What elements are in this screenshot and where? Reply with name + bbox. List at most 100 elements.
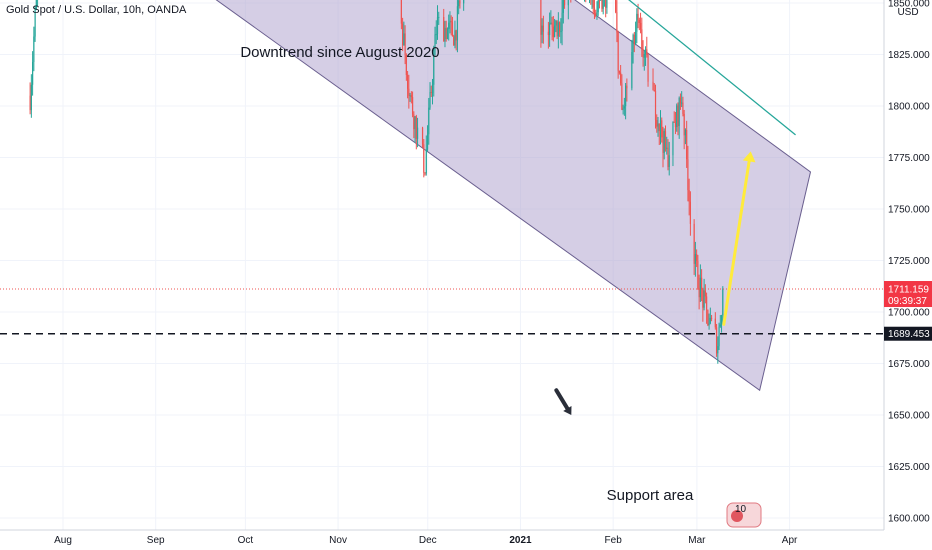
channel-area[interactable] — [63, 0, 812, 392]
candle-down — [585, 0, 587, 3]
candle-body — [551, 22, 553, 27]
candle-down — [558, 21, 561, 37]
price-axis[interactable]: 1600.000 1625.000 1650.000 1675.000 1700.000… — [883, 0, 930, 530]
candle-body — [626, 85, 628, 89]
price-channel[interactable] — [63, 0, 812, 392]
candle-down — [679, 93, 682, 110]
candle-down — [633, 31, 635, 53]
candle-body — [435, 34, 437, 36]
candle-down — [413, 111, 415, 139]
candle-up — [708, 313, 710, 330]
candle-up — [33, 26, 35, 72]
candle-body — [29, 95, 31, 111]
candle-down — [639, 12, 642, 34]
time-axis[interactable]: Aug Sep Oct Nov Dec 2021 Feb Mar Apr — [0, 529, 884, 546]
candle-body — [638, 19, 640, 23]
candle-up — [597, 0, 599, 16]
candle-body — [557, 22, 559, 37]
candle-down — [451, 16, 454, 37]
drawing-lines[interactable] — [0, 0, 884, 415]
candle-up — [561, 0, 563, 46]
downtrend-annotation[interactable]: Downtrend since August 2020 — [240, 44, 439, 61]
candle-down — [707, 309, 709, 327]
time-tick-label: Aug — [54, 535, 72, 546]
candle-up — [659, 110, 662, 145]
price-tick-label: 1625.000 — [888, 462, 930, 473]
support-pointer-arrow-head — [563, 406, 572, 415]
candle-up — [588, 0, 590, 4]
candle-body — [403, 33, 405, 46]
candle-down — [664, 125, 667, 152]
candle-up — [438, 11, 440, 25]
candle-down — [617, 30, 619, 79]
candle-down — [405, 53, 407, 81]
candle-body — [561, 12, 563, 32]
candle-body — [634, 31, 637, 44]
candle-body — [32, 61, 34, 85]
candle-up — [550, 10, 552, 25]
candle-up — [454, 20, 456, 49]
candle-up — [434, 26, 436, 56]
candle-body — [404, 33, 406, 55]
candle-down — [595, 9, 597, 18]
candle-body — [554, 25, 556, 37]
candle-down — [410, 91, 412, 104]
candle-body — [547, 31, 549, 36]
price-tick-label: 1700.000 — [888, 308, 930, 319]
candle-body — [606, 0, 608, 8]
candle-body — [597, 0, 599, 13]
candle-body — [410, 95, 412, 98]
candle-body — [421, 127, 424, 145]
candle-body — [449, 20, 451, 23]
support-price-badge: 1689.453 — [884, 326, 932, 341]
candle-down — [445, 20, 447, 42]
candle-body — [642, 49, 644, 58]
support-pointer-arrow[interactable] — [554, 388, 572, 415]
candle-up — [449, 11, 451, 34]
candle-down — [654, 84, 657, 129]
candle-body — [707, 309, 709, 326]
candle-body — [667, 147, 669, 167]
candle-body — [416, 127, 419, 139]
candle-body — [602, 0, 604, 9]
candle-up — [428, 97, 430, 145]
candle-down — [402, 17, 404, 52]
candle-body — [696, 254, 698, 262]
support-price-badge-bg — [884, 326, 932, 341]
price-tick-label: 1775.000 — [888, 153, 930, 164]
projection-arrow[interactable] — [722, 151, 756, 326]
candle-down — [400, 0, 402, 30]
candle-down — [618, 70, 620, 75]
support-area-annotation[interactable]: Support area — [607, 487, 694, 504]
economic-events-icon[interactable]: 10 — [726, 502, 762, 528]
candle-body — [637, 13, 639, 20]
candle-up — [444, 20, 446, 48]
projection-arrow-head — [742, 151, 756, 163]
candle-up — [603, 0, 605, 7]
candle-body — [458, 0, 460, 7]
candle-down — [598, 0, 600, 9]
candle-body — [463, 0, 465, 4]
candle-body — [434, 34, 436, 56]
candle-up — [436, 5, 439, 40]
candle-body — [601, 0, 603, 9]
candle-down — [715, 323, 718, 357]
symbol-title[interactable]: Gold Spot / U.S. Dollar, 10h, OANDA — [6, 4, 187, 16]
candle-body — [717, 346, 719, 354]
candle-down — [646, 36, 648, 58]
candle-down — [621, 74, 623, 111]
candle-body — [682, 102, 684, 114]
candle-down — [415, 114, 417, 150]
candle-body — [664, 131, 667, 149]
candle-down — [592, 0, 594, 15]
candle-body — [684, 129, 687, 136]
candle-down — [652, 68, 654, 91]
candle-down — [408, 74, 410, 109]
downtrend-line[interactable] — [81, 0, 796, 136]
candle-down — [661, 117, 663, 143]
candle-body — [673, 121, 675, 123]
candle-up — [622, 104, 624, 115]
candle-down — [443, 8, 445, 42]
